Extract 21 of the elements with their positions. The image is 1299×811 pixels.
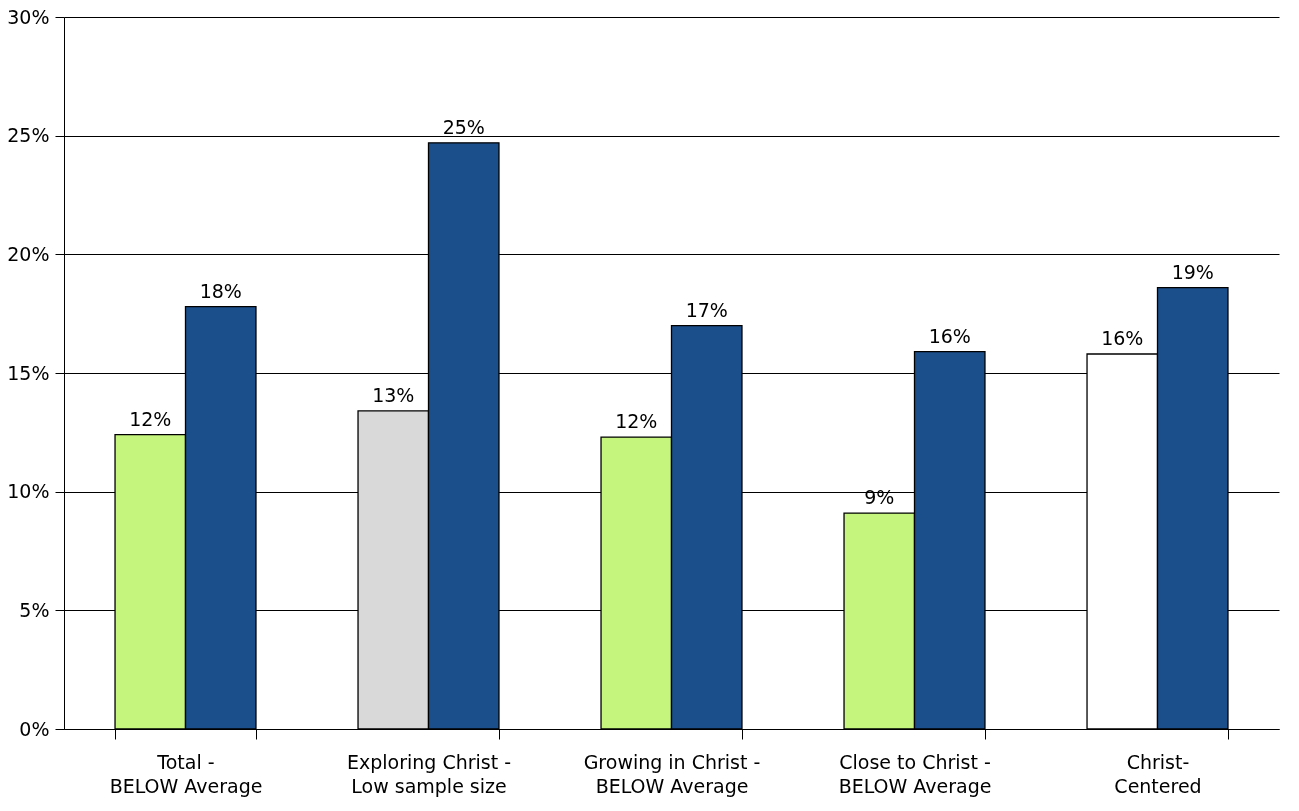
y-tick-label: 20% xyxy=(7,242,50,265)
x-tick-label: Total - BELOW Average xyxy=(109,750,263,797)
data-label: 18% xyxy=(199,279,242,302)
x-tick-label: Exploring Christ - Low sample size xyxy=(346,750,512,797)
data-label: 13% xyxy=(372,383,415,406)
y-tick-label: 0% xyxy=(19,717,50,740)
x-tick-label: Growing in Christ - BELOW Average xyxy=(583,750,761,797)
y-tick-label: 10% xyxy=(7,480,50,503)
y-tick-label: 30% xyxy=(7,5,50,28)
data-label: 16% xyxy=(1101,327,1144,350)
data-label: 19% xyxy=(1171,260,1214,283)
data-label: 16% xyxy=(928,324,971,347)
data-label: 17% xyxy=(685,298,728,321)
x-tick-label: Close to Christ - BELOW Average xyxy=(838,750,992,797)
data-label: 12% xyxy=(615,410,658,433)
y-tick-label: 15% xyxy=(7,361,50,384)
x-tick-label: Christ- Centered xyxy=(1114,750,1202,797)
y-tick-label: 25% xyxy=(7,124,50,147)
data-label: 12% xyxy=(129,407,172,430)
y-tick-label: 5% xyxy=(19,598,50,621)
data-label: 25% xyxy=(442,115,485,138)
